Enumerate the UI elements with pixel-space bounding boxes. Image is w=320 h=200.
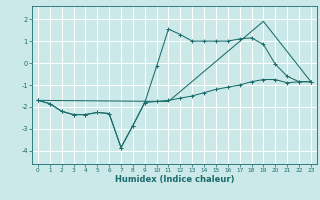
X-axis label: Humidex (Indice chaleur): Humidex (Indice chaleur)	[115, 175, 234, 184]
